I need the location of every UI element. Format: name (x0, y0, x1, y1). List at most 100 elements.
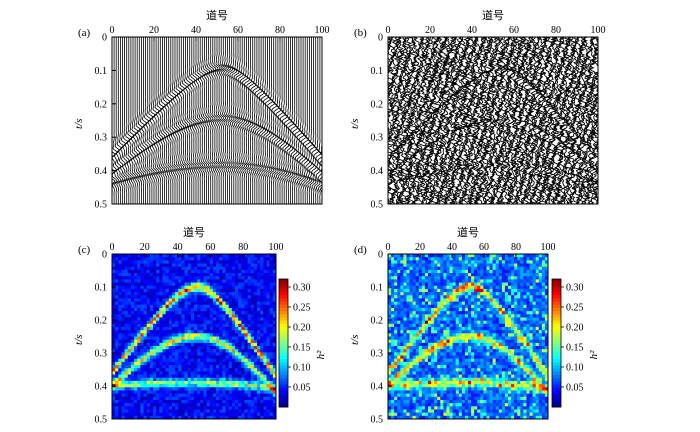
heat-cell (520, 314, 524, 318)
heat-cell (431, 285, 435, 290)
heat-cell (397, 304, 401, 309)
heat-cell (225, 279, 230, 283)
trace-44 (202, 37, 208, 204)
heat-cell (149, 304, 154, 309)
heat-cell (446, 355, 450, 360)
heat-cell (149, 384, 154, 388)
heat-cell (452, 279, 457, 283)
heat-cell (197, 371, 201, 375)
heat-cell (228, 342, 233, 347)
heat-cell (184, 311, 189, 315)
heat-cell (112, 387, 116, 391)
heat-cell (149, 342, 154, 347)
heat-cell (247, 371, 252, 375)
heat-cell (244, 384, 249, 388)
heat-cell (206, 396, 211, 401)
heat-cell (225, 298, 230, 302)
heat-cell (184, 377, 189, 382)
heat-cell (115, 339, 119, 344)
heat-cell (532, 361, 537, 366)
heat-cell (187, 403, 192, 407)
heat-cell (263, 396, 267, 401)
heat-cell (541, 307, 546, 312)
heat-cell (146, 409, 151, 414)
heat-cell (272, 307, 277, 312)
heat-cell (415, 349, 420, 353)
heat-cell (257, 295, 261, 299)
heat-cell (165, 314, 170, 318)
heat-cell (424, 342, 429, 347)
heat-cell (529, 266, 534, 271)
heat-cell (520, 330, 524, 334)
heat-cell (538, 333, 543, 337)
heat-cell (421, 358, 426, 363)
heat-cell (526, 314, 530, 318)
heat-cell (418, 342, 423, 347)
heat-cell (517, 320, 521, 325)
heat-cell (498, 314, 503, 318)
heat-cell (130, 304, 135, 309)
heat-cell (146, 298, 151, 302)
heat-cell (159, 384, 163, 388)
heat-cell (440, 368, 444, 372)
heat-cell (452, 292, 457, 296)
heat-cell (431, 276, 435, 280)
heat-cell (415, 276, 420, 280)
heat-cell (520, 273, 524, 277)
heat-cell (156, 365, 160, 369)
colorbar-tick-label: 0.30 (293, 283, 311, 294)
heat-cell (235, 415, 239, 420)
heat-cell (461, 269, 466, 274)
heat-cell (228, 292, 233, 296)
heat-cell (517, 266, 521, 271)
heat-cell (187, 266, 192, 271)
heat-cell (446, 260, 450, 264)
heat-cell (231, 333, 236, 337)
heat-cell (140, 393, 144, 398)
heat-cell (146, 349, 151, 353)
heat-cell (187, 368, 192, 372)
heat-cell (388, 254, 392, 258)
heat-cell (480, 288, 484, 293)
heat-cell (474, 323, 478, 328)
trace-1 (112, 37, 118, 204)
heat-cell (222, 320, 226, 325)
heat-cell (121, 301, 126, 306)
heat-cell (216, 358, 220, 363)
heat-cell (190, 396, 195, 401)
heat-cell (118, 336, 122, 341)
heat-cell (219, 349, 223, 353)
heat-cell (222, 380, 226, 385)
heat-cell (247, 406, 252, 410)
heat-cell (406, 266, 410, 271)
heat-cell (477, 336, 481, 341)
heat-cell (250, 282, 255, 287)
heat-cell (209, 352, 214, 356)
heat-cell (137, 352, 141, 356)
heat-cell (124, 339, 129, 344)
heat-cell (446, 298, 450, 302)
heat-cell (171, 285, 176, 290)
heat-cell (424, 260, 429, 264)
heat-cell (187, 279, 192, 283)
heat-cell (203, 365, 208, 369)
heat-cell (526, 273, 530, 277)
heat-cell (209, 311, 214, 315)
heat-cell (153, 254, 157, 258)
heat-cell (206, 279, 211, 283)
heat-cell (159, 323, 163, 328)
heat-cell (458, 273, 463, 277)
heat-cell (434, 298, 438, 302)
heat-cell (228, 330, 233, 334)
heat-cell (449, 285, 454, 290)
heat-cell (538, 295, 543, 299)
heat-cell (523, 263, 527, 268)
heat-cell (178, 273, 182, 277)
heat-cell (434, 323, 438, 328)
heat-cell (449, 349, 454, 353)
heat-cell (443, 269, 447, 274)
heat-cell (406, 301, 410, 306)
heat-cell (250, 396, 255, 401)
heat-cell (134, 368, 138, 372)
heat-cell (165, 352, 170, 356)
